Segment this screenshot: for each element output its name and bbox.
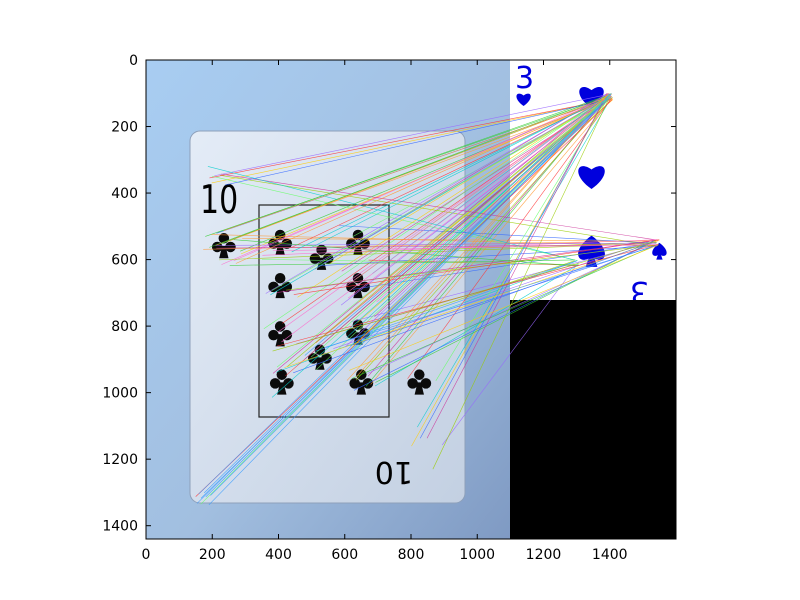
match-line [407, 96, 613, 379]
club-pip [268, 321, 293, 347]
match-lines [195, 93, 660, 506]
match-line [370, 97, 613, 385]
match-line [277, 94, 609, 333]
club-pip [407, 369, 432, 395]
match-line [224, 99, 609, 186]
y-tick-label: 600 [111, 253, 138, 269]
match-line [353, 240, 654, 391]
y-axis: 0 200 400 600 800 1000 1200 1400 [102, 53, 676, 535]
match-line [265, 94, 608, 294]
match-line [349, 244, 659, 347]
match-line [207, 166, 574, 261]
template-rank-top: 3 [515, 61, 534, 96]
y-tick-label: 0 [129, 53, 138, 69]
match-line [345, 96, 612, 348]
match-line [328, 93, 613, 265]
y-tick-label: 200 [111, 120, 138, 136]
match-line [210, 95, 612, 496]
match-line [441, 262, 579, 446]
plot-area: 10 10 3 3 [146, 60, 676, 539]
match-line [281, 94, 612, 343]
match-line [293, 239, 660, 295]
match-line [233, 239, 578, 267]
match-line [217, 95, 608, 233]
match-line [276, 96, 610, 368]
match-line [233, 94, 611, 262]
template-heart-small [516, 93, 531, 106]
match-line [262, 259, 579, 265]
match-line [426, 93, 608, 439]
match-line [227, 96, 608, 242]
y-tick-label: 800 [111, 319, 138, 335]
match-line [435, 94, 611, 381]
match-line [432, 98, 610, 470]
match-line [209, 99, 610, 179]
x-tick-label: 600 [331, 547, 358, 563]
card-rank-top: 10 [200, 178, 238, 223]
match-line [215, 242, 657, 246]
match-line [198, 93, 612, 495]
match-line [339, 225, 656, 244]
match-line [221, 94, 610, 244]
y-tick-label: 1000 [102, 386, 138, 402]
x-tick-label: 1400 [592, 547, 628, 563]
club-pip [308, 344, 332, 370]
x-tick-label: 400 [265, 547, 292, 563]
match-line [271, 95, 612, 398]
template-heart-center [578, 166, 605, 190]
match-line [284, 240, 660, 368]
y-tick-label: 1400 [102, 519, 138, 535]
match-line [220, 173, 658, 241]
match-line [235, 95, 613, 264]
match-line [287, 95, 608, 367]
match-line [282, 96, 610, 324]
match-line [318, 245, 655, 267]
match-line [333, 239, 655, 349]
x-axis: 0 200 400 600 800 1000 1200 1400 [142, 60, 628, 563]
match-line [323, 96, 609, 264]
padding-region [510, 300, 676, 539]
match-line [263, 95, 608, 330]
match-line [271, 99, 609, 291]
match-line [310, 95, 610, 358]
match-line [351, 244, 657, 379]
match-line [291, 97, 608, 253]
x-tick-label: 0 [142, 547, 151, 563]
match-line [229, 259, 576, 266]
match-line [315, 260, 578, 352]
x-tick-label: 800 [398, 547, 425, 563]
y-tick-label: 400 [111, 186, 138, 202]
match-line [347, 95, 611, 299]
match-line [242, 238, 656, 242]
match-line [353, 242, 657, 290]
card-rank-bottom: 10 [375, 454, 413, 489]
match-line [211, 99, 608, 184]
match-line [356, 94, 608, 377]
match-line [355, 99, 609, 381]
x-tick-label: 1000 [459, 547, 495, 563]
match-line [293, 241, 654, 374]
match-line [419, 95, 608, 439]
x-tick-label: 200 [199, 547, 226, 563]
match-line [220, 175, 656, 247]
match-line [214, 93, 611, 177]
match-line [272, 241, 654, 352]
match-line [325, 245, 658, 348]
x-tick-label: 1200 [526, 547, 562, 563]
match-line [367, 97, 608, 377]
match-line [272, 93, 609, 374]
match-line [363, 260, 575, 333]
match-line [211, 234, 657, 247]
match-line [358, 97, 609, 303]
match-line [276, 240, 655, 293]
match-line [375, 239, 656, 383]
match-line [216, 244, 657, 249]
y-tick-label: 1200 [102, 452, 138, 468]
match-line [349, 244, 659, 371]
match-line [272, 244, 658, 252]
match-line [200, 93, 612, 505]
